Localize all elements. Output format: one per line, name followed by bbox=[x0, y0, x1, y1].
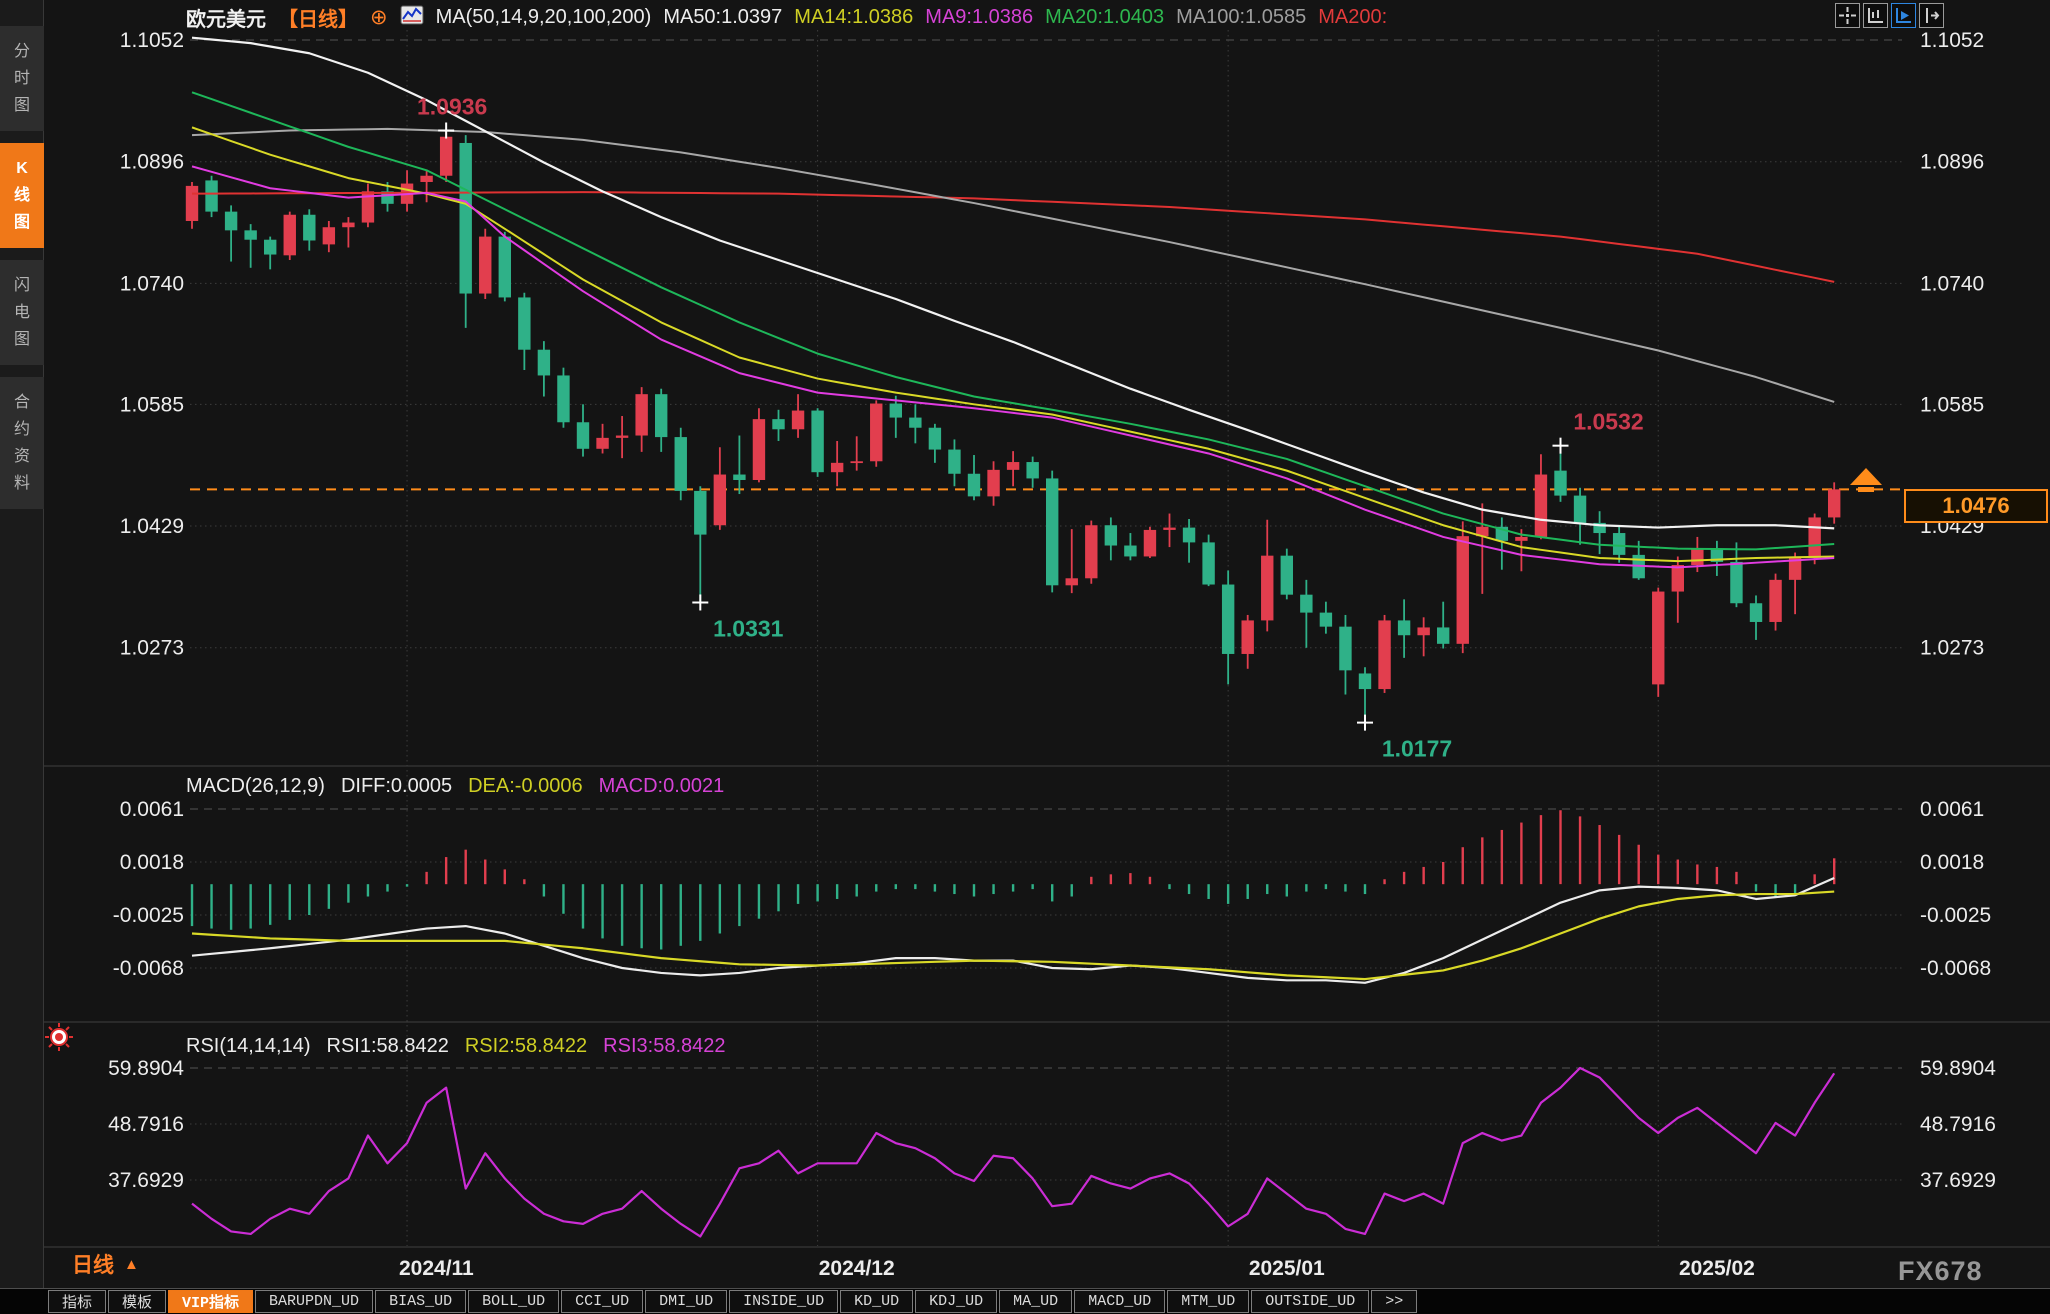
ma-settings: MA(50,14,9,20,100,200) bbox=[435, 6, 652, 28]
indicator-tab-6[interactable]: CCI_UD bbox=[561, 1290, 644, 1313]
svg-text:0.0018: 0.0018 bbox=[120, 851, 184, 874]
svg-text:1.0585: 1.0585 bbox=[120, 393, 184, 416]
svg-text:0.0061: 0.0061 bbox=[1920, 798, 1984, 821]
indicator-tab-11[interactable]: MA_UD bbox=[999, 1290, 1073, 1313]
macd-panel-header: MACD(26,12,9) DIFF:0.0005 DEA:-0.0006 MA… bbox=[186, 775, 724, 798]
svg-text:1.0429: 1.0429 bbox=[120, 515, 184, 538]
indicator-tab-5[interactable]: BOLL_UD bbox=[468, 1290, 560, 1313]
svg-text:1.0936: 1.0936 bbox=[417, 93, 487, 119]
period-tag: 【日线】 bbox=[278, 9, 358, 31]
svg-text:1.0740: 1.0740 bbox=[120, 272, 184, 295]
indicator-tabbar: 指标 模板 VIP指标 BARUPDN_UD BIAS_UD BOLL_UD CCI_UD D… bbox=[0, 1288, 2050, 1314]
alert-target-icon[interactable] bbox=[44, 1022, 74, 1057]
sidebar-item-3[interactable]: 合约资料 bbox=[0, 377, 44, 509]
svg-text:59.8904: 59.8904 bbox=[108, 1057, 184, 1080]
svg-text:1.1052: 1.1052 bbox=[1920, 29, 1984, 52]
indicator-tab-4[interactable]: BIAS_UD bbox=[375, 1290, 467, 1313]
ma200-value: MA200: bbox=[1318, 6, 1388, 28]
indicator-tab-2[interactable]: VIP指标 bbox=[168, 1290, 254, 1313]
indicator-tab-14[interactable]: OUTSIDE_UD bbox=[1251, 1290, 1370, 1313]
svg-text:-0.0025: -0.0025 bbox=[1920, 904, 1991, 927]
svg-text:37.6929: 37.6929 bbox=[108, 1169, 184, 1192]
period-selector[interactable]: 日线 ▲ bbox=[72, 1249, 139, 1279]
ma9-value: MA9:1.0386 bbox=[925, 6, 1034, 28]
axis-fit-icon[interactable] bbox=[1863, 3, 1888, 28]
ma50-value: MA50:1.0397 bbox=[663, 6, 783, 28]
ma100-value: MA100:1.0585 bbox=[1176, 6, 1307, 28]
add-indicator-icon[interactable]: ⊕ bbox=[370, 6, 388, 29]
period-selector-label: 日线 bbox=[72, 1254, 114, 1277]
macd-diff-value: DIFF:0.0005 bbox=[340, 775, 453, 797]
svg-text:-0.0025: -0.0025 bbox=[113, 904, 184, 927]
chart-toolbar bbox=[1835, 3, 1944, 28]
rsi-title: RSI(14,14,14) bbox=[186, 1035, 311, 1057]
svg-text:0.0061: 0.0061 bbox=[120, 798, 184, 821]
svg-text:-0.0068: -0.0068 bbox=[1920, 957, 1991, 980]
svg-text:48.7916: 48.7916 bbox=[108, 1113, 184, 1136]
indicator-tab-7[interactable]: DMI_UD bbox=[645, 1290, 728, 1313]
svg-text:1.1052: 1.1052 bbox=[120, 29, 184, 52]
ma20-value: MA20:1.0403 bbox=[1045, 6, 1165, 28]
chevron-up-icon: ▲ bbox=[124, 1255, 139, 1273]
svg-text:1.0740: 1.0740 bbox=[1920, 272, 1984, 295]
macd-title: MACD(26,12,9) bbox=[186, 775, 325, 797]
svg-text:1.0585: 1.0585 bbox=[1920, 393, 1984, 416]
ma14-value: MA14:1.0386 bbox=[794, 6, 914, 28]
macd-dea-value: DEA:-0.0006 bbox=[468, 775, 583, 797]
svg-text:37.6929: 37.6929 bbox=[1920, 1169, 1996, 1192]
svg-text:1.0177: 1.0177 bbox=[1382, 736, 1452, 762]
svg-text:1.0331: 1.0331 bbox=[713, 615, 784, 641]
svg-text:1.0273: 1.0273 bbox=[120, 637, 184, 660]
brand-watermark: FX678 bbox=[1898, 1256, 1983, 1286]
svg-text:2025/02: 2025/02 bbox=[1679, 1257, 1755, 1280]
svg-text:1.0896: 1.0896 bbox=[120, 151, 184, 174]
indicator-tab-13[interactable]: MTM_UD bbox=[1167, 1290, 1250, 1313]
svg-text:2025/01: 2025/01 bbox=[1249, 1257, 1325, 1280]
indicator-tab-0[interactable]: 指标 bbox=[48, 1290, 107, 1313]
indicator-tab-9[interactable]: KD_UD bbox=[840, 1290, 914, 1313]
rsi3-value: RSI3:58.8422 bbox=[603, 1035, 726, 1057]
svg-text:48.7916: 48.7916 bbox=[1920, 1113, 1996, 1136]
chart-thumbnail-icon[interactable] bbox=[400, 5, 424, 31]
pan-crosshair-icon[interactable] bbox=[1835, 3, 1860, 28]
indicator-tab-15[interactable]: >> bbox=[1371, 1290, 1418, 1313]
auto-scroll-icon[interactable] bbox=[1891, 3, 1916, 28]
chart-header: 欧元美元 【日线】 ⊕ MA(50,14,9,20,100,200) MA50:… bbox=[186, 3, 1387, 32]
svg-text:-0.0068: -0.0068 bbox=[113, 957, 184, 980]
svg-text:2024/12: 2024/12 bbox=[819, 1257, 895, 1280]
indicator-tab-3[interactable]: BARUPDN_UD bbox=[255, 1290, 374, 1313]
sidebar-item-2[interactable]: 闪电图 bbox=[0, 260, 44, 365]
indicator-tab-8[interactable]: INSIDE_UD bbox=[729, 1290, 839, 1313]
sidebar-item-0[interactable]: 分时图 bbox=[0, 26, 44, 131]
svg-text:2024/11: 2024/11 bbox=[399, 1257, 474, 1280]
chart-canvas[interactable]: 1.1052 1.1052 1.0896 1.0896 1.0740 1.0740 1.05… bbox=[44, 0, 2050, 1288]
rsi2-value: RSI2:58.8422 bbox=[464, 1035, 588, 1057]
svg-text:1.0896: 1.0896 bbox=[1920, 151, 1984, 174]
indicator-tab-1[interactable]: 模板 bbox=[108, 1290, 167, 1313]
macd-value: MACD:0.0021 bbox=[598, 775, 725, 797]
svg-text:1.0273: 1.0273 bbox=[1920, 637, 1984, 660]
svg-text:0.0018: 0.0018 bbox=[1920, 851, 1984, 874]
shift-chart-icon[interactable] bbox=[1919, 3, 1944, 28]
current-price-tag: 1.0476 bbox=[1904, 489, 2048, 523]
rsi-panel-header: RSI(14,14,14) RSI1:58.8422 RSI2:58.8422 … bbox=[186, 1035, 726, 1058]
svg-text:1.0532: 1.0532 bbox=[1573, 409, 1643, 435]
svg-text:59.8904: 59.8904 bbox=[1920, 1057, 1996, 1080]
symbol-name: 欧元美元 bbox=[186, 9, 266, 31]
rsi1-value: RSI1:58.8422 bbox=[326, 1035, 449, 1057]
indicator-tab-10[interactable]: KDJ_UD bbox=[915, 1290, 998, 1313]
indicator-tab-12[interactable]: MACD_UD bbox=[1074, 1290, 1166, 1313]
